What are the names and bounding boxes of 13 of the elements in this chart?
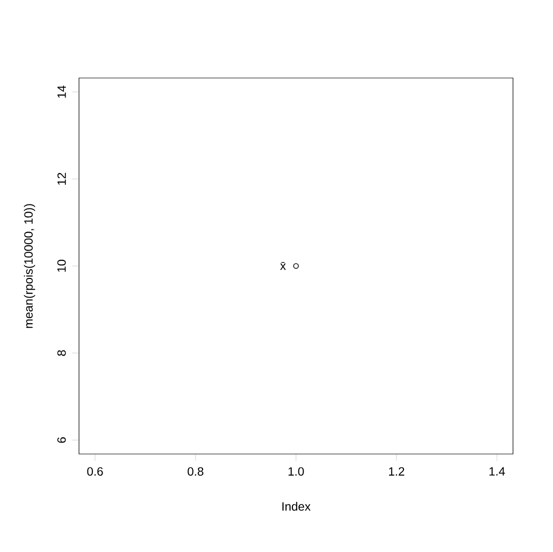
y-tick-label: 12 [57,172,66,185]
x-tick-label: 0.8 [188,467,204,476]
y-axis-title: mean(rpois(10000, 10)) [24,204,36,328]
x-axis-title: Index [282,502,311,511]
x-tick-label: 0.6 [87,467,103,476]
y-tick-label: 6 [57,437,66,443]
annotation: x̄ [280,262,286,270]
y-tick-label: 8 [57,350,66,356]
x-tick-label: 1.2 [389,467,404,476]
x-tick-label: 1.4 [490,467,505,476]
y-tick-label: 14 [58,86,66,98]
x-tick-label: 1.0 [288,467,304,476]
y-tick-label: 10 [57,260,66,272]
